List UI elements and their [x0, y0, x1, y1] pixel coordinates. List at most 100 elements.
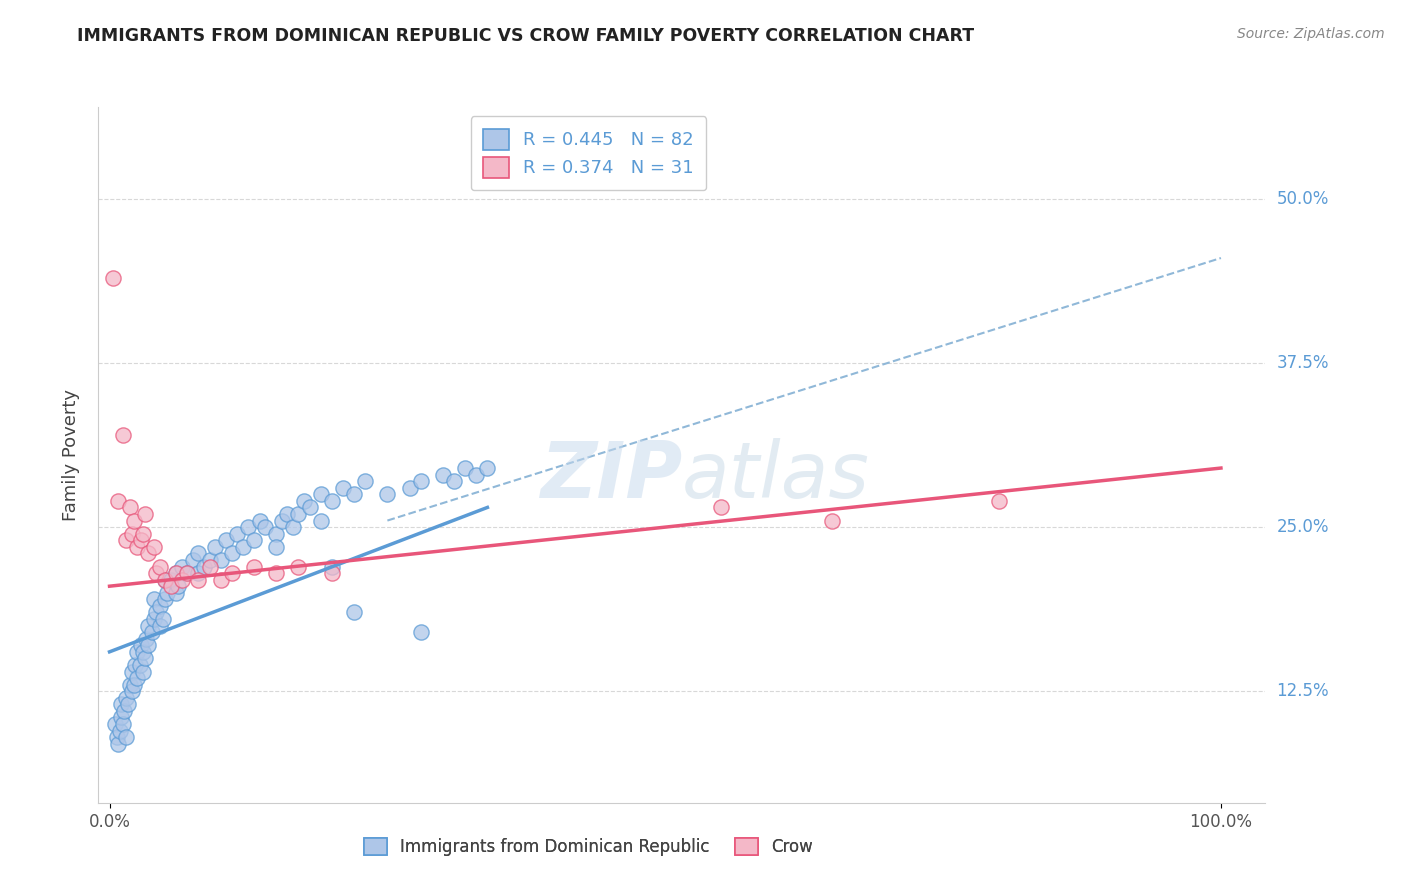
Point	[132, 526, 155, 541]
Point	[465, 467, 488, 482]
Point	[264, 526, 287, 541]
Point	[153, 573, 176, 587]
Point	[138, 618, 160, 632]
Point	[987, 494, 1010, 508]
Point	[264, 540, 287, 554]
Point	[321, 566, 343, 580]
Point	[135, 632, 157, 646]
Point	[249, 514, 271, 528]
Point	[118, 678, 141, 692]
Point	[138, 546, 160, 560]
Point	[110, 698, 132, 712]
Point	[121, 665, 143, 679]
Point	[143, 592, 166, 607]
Point	[165, 566, 187, 580]
Point	[115, 533, 138, 548]
Point	[209, 553, 232, 567]
Point	[454, 461, 477, 475]
Point	[176, 566, 198, 580]
Point	[287, 559, 309, 574]
Point	[111, 717, 134, 731]
Point	[129, 638, 152, 652]
Point	[321, 494, 343, 508]
Point	[232, 540, 254, 554]
Point	[409, 474, 432, 488]
Point	[128, 657, 150, 672]
Point	[477, 461, 499, 475]
Point	[193, 559, 215, 574]
Point	[121, 684, 143, 698]
Point	[409, 625, 432, 640]
Point	[264, 566, 287, 580]
Text: 12.5%: 12.5%	[1277, 682, 1329, 700]
Point	[270, 514, 292, 528]
Point	[107, 494, 129, 508]
Point	[209, 573, 232, 587]
Point	[354, 474, 377, 488]
Point	[443, 474, 465, 488]
Point	[122, 514, 145, 528]
Point	[112, 704, 135, 718]
Point	[127, 540, 149, 554]
Point	[821, 514, 844, 528]
Point	[226, 526, 249, 541]
Point	[138, 638, 160, 652]
Point	[107, 737, 129, 751]
Point	[159, 579, 181, 593]
Point	[145, 566, 167, 580]
Point	[343, 487, 366, 501]
Point	[187, 566, 209, 580]
Point	[110, 710, 132, 724]
Point	[115, 730, 138, 744]
Point	[148, 599, 170, 613]
Point	[198, 553, 221, 567]
Point	[187, 546, 209, 560]
Point	[309, 487, 332, 501]
Point	[115, 690, 138, 705]
Point	[321, 559, 343, 574]
Text: atlas: atlas	[682, 438, 870, 514]
Legend: Immigrants from Dominican Republic, Crow: Immigrants from Dominican Republic, Crow	[356, 830, 821, 864]
Point	[198, 559, 221, 574]
Point	[159, 573, 181, 587]
Point	[176, 566, 198, 580]
Point	[143, 612, 166, 626]
Point	[298, 500, 321, 515]
Point	[104, 717, 127, 731]
Point	[221, 546, 243, 560]
Point	[153, 592, 176, 607]
Point	[148, 618, 170, 632]
Point	[243, 533, 266, 548]
Point	[127, 645, 149, 659]
Point	[153, 573, 176, 587]
Point	[187, 573, 209, 587]
Text: Source: ZipAtlas.com: Source: ZipAtlas.com	[1237, 27, 1385, 41]
Point	[122, 678, 145, 692]
Point	[254, 520, 277, 534]
Point	[121, 526, 143, 541]
Point	[281, 520, 304, 534]
Point	[167, 579, 190, 593]
Point	[181, 553, 204, 567]
Point	[276, 507, 298, 521]
Text: ZIP: ZIP	[540, 438, 682, 514]
Point	[204, 540, 226, 554]
Point	[132, 645, 155, 659]
Point	[108, 723, 131, 738]
Point	[170, 573, 193, 587]
Point	[710, 500, 733, 515]
Point	[215, 533, 238, 548]
Point	[343, 606, 366, 620]
Point	[145, 606, 167, 620]
Point	[432, 467, 454, 482]
Point	[148, 559, 170, 574]
Point	[292, 494, 315, 508]
Point	[243, 559, 266, 574]
Text: 25.0%: 25.0%	[1277, 518, 1329, 536]
Point	[287, 507, 309, 521]
Point	[132, 665, 155, 679]
Y-axis label: Family Poverty: Family Poverty	[62, 389, 80, 521]
Point	[118, 500, 141, 515]
Point	[309, 514, 332, 528]
Point	[165, 566, 187, 580]
